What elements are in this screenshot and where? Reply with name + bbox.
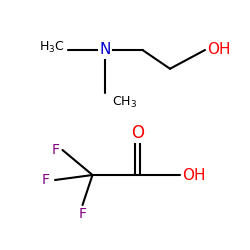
Text: OH: OH bbox=[208, 42, 231, 58]
Text: F: F bbox=[52, 143, 60, 157]
Text: $\mathregular{H_3C}$: $\mathregular{H_3C}$ bbox=[40, 40, 65, 55]
Text: F: F bbox=[78, 208, 86, 222]
Text: OH: OH bbox=[182, 168, 206, 182]
Text: $\mathregular{CH_3}$: $\mathregular{CH_3}$ bbox=[112, 95, 138, 110]
Text: O: O bbox=[131, 124, 144, 142]
Text: F: F bbox=[42, 173, 50, 187]
Text: N: N bbox=[99, 42, 111, 58]
